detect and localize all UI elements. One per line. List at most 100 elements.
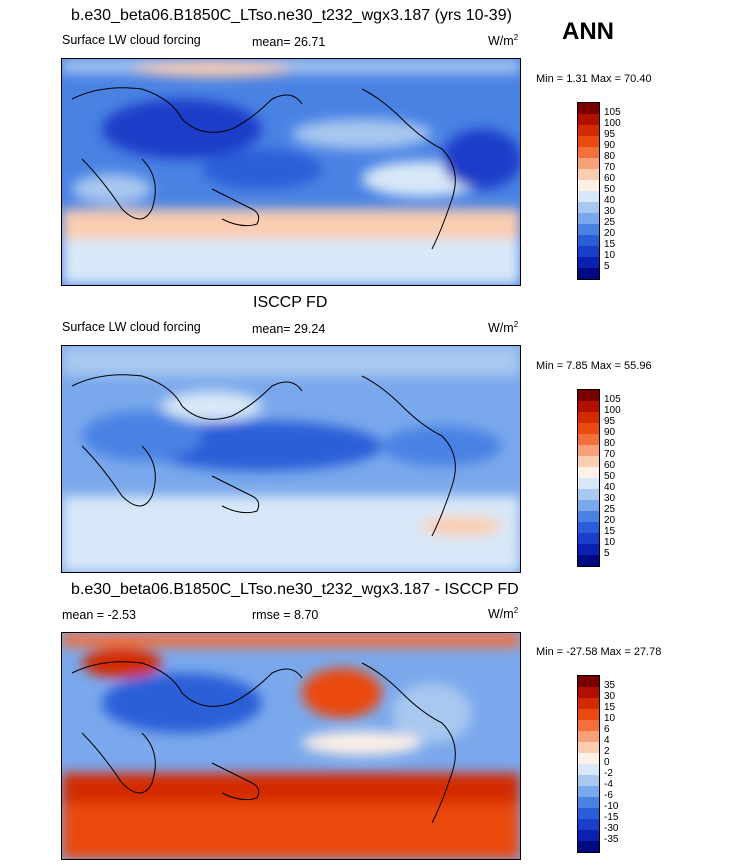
p3-swatch-3: [578, 698, 599, 709]
p1-tick-4: 90: [604, 140, 616, 151]
p1-tick-14: 10: [604, 250, 616, 261]
p1-tick-12: 20: [604, 228, 616, 239]
p2-tick-7: 60: [604, 460, 616, 471]
panel1-minmax: Min = 1.31 Max = 70.40: [536, 73, 652, 85]
p1-tick-7: 60: [604, 173, 616, 184]
p1-tick-3: 95: [604, 129, 616, 140]
p3-tick-6: 4: [604, 735, 610, 746]
panel3-colorbar: [577, 675, 600, 853]
p2-tick-8: 50: [604, 471, 616, 482]
p2-swatch-12: [578, 511, 599, 522]
p3-tick-14: -30: [604, 823, 619, 834]
p2-swatch-5: [578, 434, 599, 445]
p1-tick-11: 25: [604, 217, 616, 228]
p2-swatch-7: [578, 456, 599, 467]
p1-tick-13: 15: [604, 239, 616, 250]
p2-tick-2: 100: [604, 405, 621, 416]
p2-tick-14: 10: [604, 537, 616, 548]
p1-tick-6: 70: [604, 162, 616, 173]
p2-tick-11: 25: [604, 504, 616, 515]
p1-swatch-3: [578, 125, 599, 136]
p2-swatch-15: [578, 544, 599, 555]
panel2-units: W/m2: [488, 320, 519, 336]
p3-swatch-8: [578, 753, 599, 764]
season-label: ANN: [562, 18, 614, 45]
p3-tick-13: -15: [604, 812, 619, 823]
p1-swatch-9: [578, 191, 599, 202]
p3-swatch-5: [578, 720, 599, 731]
p1-swatch-2: [578, 114, 599, 125]
p2-tick-15: 5: [604, 548, 610, 559]
p1-tick-10: 30: [604, 206, 616, 217]
p1-swatch-11: [578, 213, 599, 224]
p3-swatch-10: [578, 775, 599, 786]
panel2-left-label: Surface LW cloud forcing: [62, 320, 201, 334]
panel1-colorbar: [577, 102, 600, 280]
panel2-minmax: Min = 7.85 Max = 55.96: [536, 360, 652, 372]
panel1-map-svg: [62, 59, 520, 285]
p3-swatch-13: [578, 808, 599, 819]
p2-tick-10: 30: [604, 493, 616, 504]
p2-swatch-11: [578, 500, 599, 511]
p2-tick-12: 20: [604, 515, 616, 526]
p3-swatch-6: [578, 731, 599, 742]
panel3-map-svg: [62, 633, 520, 859]
p3-swatch-2: [578, 687, 599, 698]
p1-tick-15: 5: [604, 261, 610, 272]
p2-swatch-4: [578, 423, 599, 434]
panel2-mean: mean= 29.24: [252, 322, 326, 336]
p2-swatch-10: [578, 489, 599, 500]
panel1-mean: mean= 26.71: [252, 35, 326, 49]
p2-tick-5: 80: [604, 438, 616, 449]
p3-swatch-4: [578, 709, 599, 720]
p3-tick-3: 15: [604, 702, 616, 713]
p3-swatch-1: [578, 676, 599, 687]
p3-swatch-15: [578, 830, 599, 841]
p1-tick-5: 80: [604, 151, 616, 162]
panel1-units: W/m2: [488, 33, 519, 49]
panel3-units: W/m2: [488, 606, 519, 622]
panel2-title: ISCCP FD: [253, 294, 328, 311]
p1-swatch-14: [578, 246, 599, 257]
p1-swatch-12: [578, 224, 599, 235]
panel1-map: [61, 58, 521, 286]
p2-swatch-8: [578, 467, 599, 478]
p3-swatch-9: [578, 764, 599, 775]
p3-tick-8: 0: [604, 757, 610, 768]
panel3-minmax: Min = -27.58 Max = 27.78: [536, 646, 662, 658]
p1-swatch-16: [578, 268, 599, 279]
p2-swatch-1: [578, 390, 599, 401]
p2-swatch-13: [578, 522, 599, 533]
p3-tick-11: -6: [604, 790, 613, 801]
p3-tick-9: -2: [604, 768, 613, 779]
panel1-title: b.e30_beta06.B1850C_LTso.ne30_t232_wgx3.…: [71, 7, 512, 24]
p1-swatch-5: [578, 147, 599, 158]
p2-tick-4: 90: [604, 427, 616, 438]
p1-swatch-4: [578, 136, 599, 147]
p1-swatch-8: [578, 180, 599, 191]
panel2-map-svg: [62, 346, 520, 572]
p3-swatch-14: [578, 819, 599, 830]
p1-swatch-6: [578, 158, 599, 169]
panel3-title: b.e30_beta06.B1850C_LTso.ne30_t232_wgx3.…: [71, 581, 519, 598]
p3-swatch-16: [578, 841, 599, 852]
p2-swatch-14: [578, 533, 599, 544]
p1-tick-1: 105: [604, 107, 621, 118]
p1-swatch-1: [578, 103, 599, 114]
p1-tick-8: 50: [604, 184, 616, 195]
p3-swatch-11: [578, 786, 599, 797]
p3-tick-5: 6: [604, 724, 610, 735]
p3-tick-7: 2: [604, 746, 610, 757]
p3-tick-10: -4: [604, 779, 613, 790]
p2-tick-13: 15: [604, 526, 616, 537]
p3-tick-1: 35: [604, 680, 616, 691]
p2-swatch-2: [578, 401, 599, 412]
panel3-mean: mean = -2.53: [62, 608, 137, 622]
p2-tick-9: 40: [604, 482, 616, 493]
p3-tick-15: -35: [604, 834, 619, 845]
p3-tick-4: 10: [604, 713, 616, 724]
p2-tick-6: 70: [604, 449, 616, 460]
p2-swatch-6: [578, 445, 599, 456]
p1-tick-2: 100: [604, 118, 621, 129]
p3-tick-12: -10: [604, 801, 619, 812]
